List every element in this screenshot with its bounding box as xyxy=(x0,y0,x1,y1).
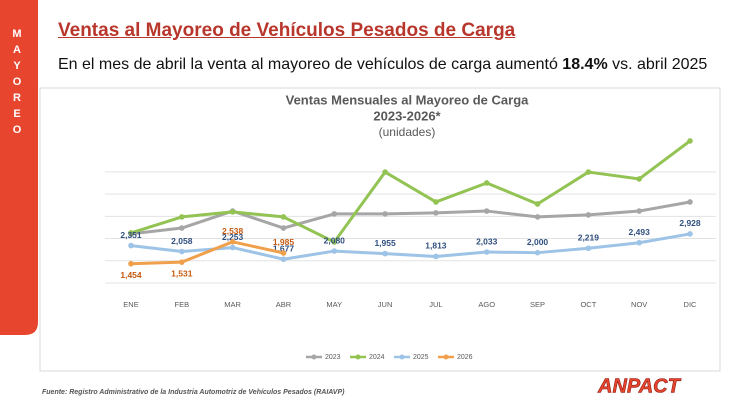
point xyxy=(433,253,439,260)
series-line xyxy=(130,232,691,261)
side-bar xyxy=(0,0,38,335)
point xyxy=(636,208,642,214)
point xyxy=(483,208,490,214)
point xyxy=(280,214,287,220)
data-label: 1,955 xyxy=(374,238,396,248)
point xyxy=(687,138,693,144)
side-letter: M xyxy=(12,28,21,40)
point xyxy=(229,209,236,215)
slide-title: Ventas al Mayoreo de Vehículos Pesados d… xyxy=(58,20,516,41)
x-tick-label: JUN xyxy=(378,300,393,309)
point xyxy=(179,214,185,220)
data-label: 1,813 xyxy=(425,241,447,251)
logo: ANPACT xyxy=(597,375,682,397)
point xyxy=(585,169,592,175)
side-letter: O xyxy=(13,76,22,88)
point xyxy=(179,225,185,231)
side-letter: Y xyxy=(13,60,21,72)
point xyxy=(534,249,541,256)
legend-marker xyxy=(399,354,405,360)
point xyxy=(433,210,439,216)
x-tick-label: MAY xyxy=(326,300,342,309)
legend-marker xyxy=(443,354,449,360)
data-label: 1,531 xyxy=(171,268,193,278)
legend-label: 2024 xyxy=(369,354,385,361)
legend-marker xyxy=(355,354,361,360)
data-label: 1,454 xyxy=(120,270,142,280)
point xyxy=(483,180,490,186)
x-tick-label: AGO xyxy=(478,300,495,309)
legend-label: 2023 xyxy=(325,354,341,361)
data-label: 2,000 xyxy=(527,237,549,247)
x-tick-label: JUL xyxy=(429,300,442,309)
side-letter: O xyxy=(13,124,22,136)
point xyxy=(585,245,592,252)
point xyxy=(585,212,592,218)
point xyxy=(331,211,338,217)
side-letter: R xyxy=(13,92,21,104)
point xyxy=(128,242,134,249)
legend-label: 2026 xyxy=(457,354,473,361)
chart-title: 2023-2026* xyxy=(373,108,441,123)
data-label: 2,080 xyxy=(324,235,346,245)
x-tick-label: NOV xyxy=(631,300,647,309)
point xyxy=(382,250,388,257)
source: Fuente: Registro Administrativo de la In… xyxy=(42,389,345,396)
point xyxy=(331,248,338,254)
side-letter: E xyxy=(13,108,20,120)
point xyxy=(687,199,693,205)
data-label: 1,985 xyxy=(273,237,295,247)
point xyxy=(483,249,490,255)
point xyxy=(382,211,388,217)
x-tick-label: ENE xyxy=(123,300,138,309)
point xyxy=(128,260,134,267)
point xyxy=(534,201,541,207)
x-tick-label: ABR xyxy=(276,300,292,309)
subtitle-text: vs. abril 2025 xyxy=(607,56,708,73)
point xyxy=(179,248,185,255)
point xyxy=(687,231,693,237)
point xyxy=(636,239,642,246)
point xyxy=(128,230,134,236)
slide-subtitle: En el mes de abril la venta al mayoreo d… xyxy=(58,55,728,75)
x-tick-label: FEB xyxy=(175,300,190,309)
data-label: 2,538 xyxy=(222,226,244,236)
point xyxy=(433,199,439,205)
point xyxy=(280,256,287,263)
legend-label: 2025 xyxy=(413,354,429,361)
series-line xyxy=(130,139,691,244)
point xyxy=(636,176,642,182)
x-tick-label: SEP xyxy=(530,300,545,309)
data-label: 2,033 xyxy=(476,236,498,246)
data-label: 2,928 xyxy=(679,218,701,228)
data-label: 2,493 xyxy=(629,227,651,237)
point xyxy=(229,244,236,251)
chart-frame xyxy=(39,87,721,372)
series-line xyxy=(130,240,284,266)
x-tick-label: OCT xyxy=(580,300,596,309)
data-label: 2,351 xyxy=(120,230,142,240)
point xyxy=(229,239,236,245)
chart-subtitle: (unidades) xyxy=(379,125,436,139)
point xyxy=(331,239,338,245)
data-label: 2,219 xyxy=(578,233,600,243)
side-letter: A xyxy=(13,44,21,56)
subtitle-text: En el mes de abril la venta al mayoreo d… xyxy=(58,56,563,73)
point xyxy=(179,259,185,265)
point xyxy=(280,250,287,256)
chart-title: Ventas Mensuales al Mayoreo de Carga xyxy=(286,92,530,107)
data-label: 2,058 xyxy=(171,236,193,246)
subtitle-highlight: 18.4% xyxy=(562,56,608,73)
point xyxy=(280,225,287,231)
legend-marker xyxy=(311,354,317,360)
point xyxy=(534,214,541,220)
point xyxy=(382,169,388,175)
x-tick-label: MAR xyxy=(224,300,241,309)
data-label: 2,253 xyxy=(222,232,244,242)
data-label: 1,677 xyxy=(273,243,295,253)
x-tick-label: DIC xyxy=(684,300,698,309)
